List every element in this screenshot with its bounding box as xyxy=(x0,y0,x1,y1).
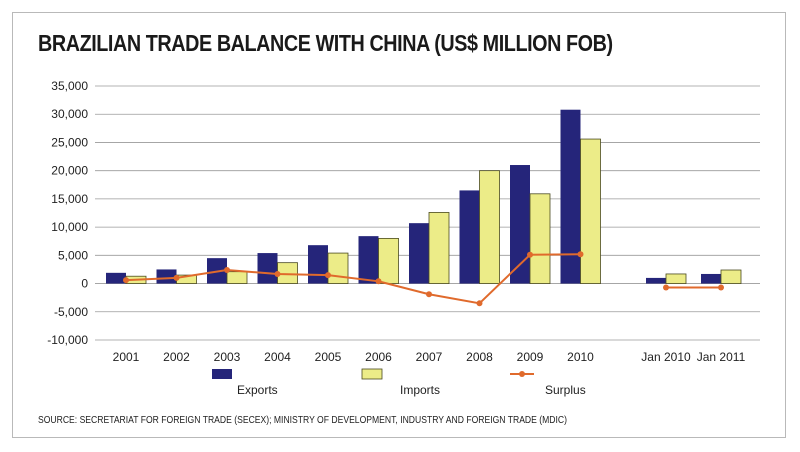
surplus-point xyxy=(426,291,432,298)
imports-bar xyxy=(428,212,450,284)
legend: Exports Imports Surplus xyxy=(212,368,586,397)
x-tick-label: 2010 xyxy=(567,350,594,364)
legend-imports-swatch xyxy=(361,368,383,380)
x-tick-label: 2003 xyxy=(214,350,241,364)
exports-bar xyxy=(308,245,328,284)
x-tick-label: 2008 xyxy=(466,350,493,364)
exports-bar xyxy=(156,269,177,284)
legend-imports-label: Imports xyxy=(400,383,440,397)
exports-bar xyxy=(646,277,666,284)
source-note: SOURCE: SECRETARIAT FOR FOREIGN TRADE (S… xyxy=(38,415,567,426)
exports-bar xyxy=(701,273,721,284)
y-tick-label: 15,000 xyxy=(51,192,88,206)
imports-bar xyxy=(665,273,687,284)
legend-surplus-label: Surplus xyxy=(545,383,586,397)
imports-bar xyxy=(327,252,349,284)
y-tick-label: 5,000 xyxy=(58,248,88,262)
y-tick-label: -10,000 xyxy=(47,333,88,347)
x-tick-label: 2004 xyxy=(264,350,291,364)
surplus-point xyxy=(224,267,230,274)
y-tick-label: 0 xyxy=(81,277,88,291)
x-tick-label: Jan 2011 xyxy=(697,350,746,364)
imports-bar xyxy=(378,237,399,284)
exports-bar xyxy=(106,272,126,284)
imports-bar xyxy=(226,271,248,284)
gridlines xyxy=(95,85,760,341)
surplus-point xyxy=(577,251,584,258)
legend-exports-label: Exports xyxy=(237,383,278,397)
imports-bar xyxy=(479,170,500,284)
exports-bar xyxy=(257,253,278,284)
x-tick-label: 2001 xyxy=(113,350,140,364)
surplus-line-layer xyxy=(123,251,724,307)
surplus-point xyxy=(527,251,533,258)
exports-bar xyxy=(358,236,379,284)
x-tick-label: 2007 xyxy=(416,350,443,364)
surplus-point xyxy=(274,270,281,277)
surplus-point xyxy=(375,278,382,285)
y-tick-label: 25,000 xyxy=(51,135,88,149)
y-tick-label: -5,000 xyxy=(54,305,88,319)
surplus-line xyxy=(125,253,581,305)
y-axis-ticks: -10,000 -5,000 0 5,000 10,000 15,000 20,000 25,… xyxy=(47,79,88,347)
exports-bar xyxy=(409,223,429,284)
surplus-point xyxy=(123,277,129,284)
y-tick-label: 35,000 xyxy=(51,79,88,93)
surplus-point xyxy=(476,300,483,307)
x-tick-label: 2005 xyxy=(315,350,342,364)
surplus-point xyxy=(325,272,331,279)
x-tick-label: 2002 xyxy=(163,350,190,364)
exports-bar xyxy=(560,109,581,284)
surplus-point xyxy=(718,284,724,291)
legend-exports-swatch xyxy=(212,369,232,379)
x-tick-label: 2006 xyxy=(365,350,392,364)
x-tick-label: Jan 2010 xyxy=(641,350,691,364)
imports-bar xyxy=(580,138,601,284)
legend-surplus-marker xyxy=(519,371,525,377)
y-tick-label: 10,000 xyxy=(51,220,88,234)
exports-bar xyxy=(459,190,480,284)
x-tick-label: 2009 xyxy=(517,350,544,364)
x-axis-ticks: 2001 2002 2003 2004 2005 2006 2007 2008 2009 2010… xyxy=(113,350,746,364)
y-tick-label: 30,000 xyxy=(51,107,88,121)
surplus-point xyxy=(663,284,669,291)
surplus-point xyxy=(173,274,180,281)
imports-bar xyxy=(720,269,742,284)
imports-bar xyxy=(529,193,551,284)
chart-frame xyxy=(12,12,786,438)
chart-title: BRAZILIAN TRADE BALANCE WITH CHINA (US$ … xyxy=(38,30,613,56)
y-tick-label: 20,000 xyxy=(51,164,88,178)
bars xyxy=(106,109,742,284)
exports-bar xyxy=(510,165,530,284)
